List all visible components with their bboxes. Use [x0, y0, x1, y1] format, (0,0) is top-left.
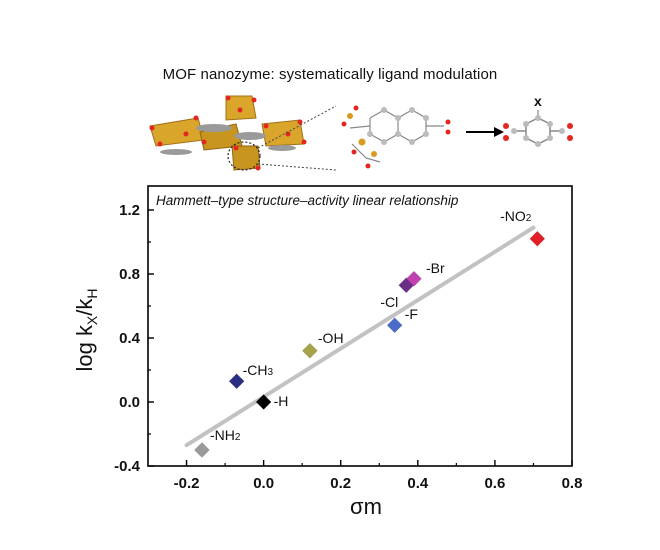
y-axis-label-sub2: H: [84, 288, 100, 298]
data-point-label: -H: [274, 393, 289, 409]
y-tick-label: -0.4: [114, 458, 141, 475]
x-tick-label: 0.0: [253, 475, 274, 492]
data-point-marker: [406, 270, 422, 287]
x-tick-label: -0.2: [174, 475, 200, 492]
data-point-marker: [255, 394, 272, 410]
y-tick-label: 1.2: [119, 202, 140, 219]
y-tick-label: 0.0: [119, 394, 140, 411]
data-point-label: -F: [405, 306, 418, 322]
data-point-label: -NO2: [500, 208, 532, 224]
y-axis-label-main: log k: [72, 324, 97, 371]
x-axis-label: σm: [350, 494, 382, 519]
data-point-marker: [386, 317, 403, 334]
data-point-marker: [194, 442, 210, 458]
linear-fit-line: [184, 225, 536, 448]
y-axis-label-mid: /k: [72, 298, 97, 316]
mof-scheme-illustration: x: [149, 93, 573, 171]
arrow-icon: [466, 127, 504, 137]
data-point-label: -CH3: [243, 362, 274, 378]
data-point-label: -OH: [318, 330, 344, 346]
y-tick-label: 0.4: [119, 330, 141, 347]
plot-area-frame: [147, 185, 573, 467]
data-point-label: -Br: [426, 260, 445, 276]
data-point-marker: [529, 230, 546, 247]
x-tick-label: 0.4: [407, 475, 429, 492]
figure-header-title: MOF nanozyme: systematically ligand modu…: [162, 66, 498, 83]
zoomed-node-image: [341, 105, 451, 169]
data-point-marker: [301, 342, 318, 359]
mof-framework-image: [149, 95, 337, 171]
data-point-marker: [228, 373, 245, 390]
y-tick-label: 0.8: [119, 266, 140, 283]
svg-text:log kX/kH: log kX/kH: [72, 288, 100, 371]
substituent-x-label: x: [534, 93, 542, 109]
ligand-molecule-image: x: [503, 93, 573, 147]
x-tick-label: 0.2: [330, 475, 351, 492]
x-tick-label: 0.8: [562, 475, 583, 492]
data-point-label: -NH2: [210, 427, 241, 443]
x-tick-label: 0.6: [484, 475, 505, 492]
y-axis-label: log kX/kH: [72, 288, 100, 371]
y-axis-label-sub1: X: [84, 315, 100, 325]
data-point-label: -Cl: [380, 294, 398, 310]
chart-title: Hammett–type structure–activity linear r…: [156, 193, 459, 208]
